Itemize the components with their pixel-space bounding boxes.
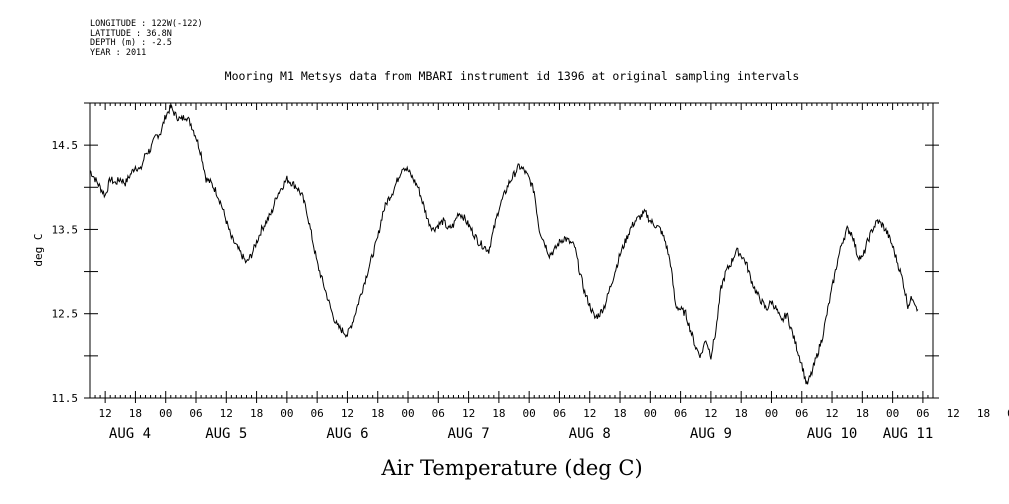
day-labels: AUG 4 AUG 5 AUG 6 AUG 7 AUG 8 AUG 9 AUG 10 AUG … (109, 426, 933, 442)
x-tick-label: 18 (613, 407, 626, 420)
x-tick-label: 18 (129, 407, 142, 420)
x-tick-label: 12 (583, 407, 596, 420)
x-tick-label: 18 (977, 407, 990, 420)
x-tick-label: 06 (916, 407, 929, 420)
x-day-label: AUG 6 (326, 426, 368, 442)
x-day-label: AUG 11 (883, 426, 934, 442)
x-tick-label: 12 (704, 407, 717, 420)
y-axis-label: deg C (32, 233, 45, 266)
x-tick-label: 18 (250, 407, 263, 420)
x-tick-label: 12 (99, 407, 112, 420)
depth-label: DEPTH (m) : -2.5 (90, 38, 172, 48)
x-tick-label: 12 (220, 407, 233, 420)
x-day-label: AUG 10 (807, 426, 858, 442)
longitude-label: LONGITUDE : 122W(-122) (90, 19, 203, 29)
x-tick-label: 00 (1007, 407, 1009, 420)
x-tick-label: 00 (886, 407, 899, 420)
x-day-label: AUG 8 (569, 426, 611, 442)
year-label: YEAR : 2011 (90, 47, 147, 58)
y-tick-label: 13.5 (52, 223, 79, 236)
x-tick-label: 06 (311, 407, 324, 420)
x-tick-label: 06 (432, 407, 445, 420)
x-axis-label: Air Temperature (deg C) (380, 456, 642, 480)
x-axis: 12 18 00 06 12 18 00 06 12 18 00 06 12 18 00 06 12 18 00 06… (89, 103, 1009, 420)
x-tick-label: 06 (553, 407, 566, 420)
x-tick-label: 00 (765, 407, 778, 420)
x-tick-label: 12 (341, 407, 354, 420)
x-day-label: AUG 5 (205, 426, 247, 442)
latitude-label: LATITUDE : 36.8N (90, 28, 172, 39)
y-axis: 11.5 12.5 13.5 14.5 (52, 102, 939, 405)
x-tick-label: 12 (462, 407, 475, 420)
chart-title: Mooring M1 Metsys data from MBARI instru… (225, 69, 800, 83)
station-metadata: LONGITUDE : 122W(-122) LATITUDE : 36.8N … (90, 19, 203, 58)
y-tick-label: 14.5 (52, 139, 79, 152)
x-tick-label: 00 (644, 407, 657, 420)
x-tick-label: 18 (492, 407, 505, 420)
x-day-label: AUG 4 (109, 426, 151, 442)
x-tick-label: 00 (280, 407, 293, 420)
x-tick-label: 12 (825, 407, 838, 420)
x-tick-label: 06 (674, 407, 687, 420)
x-tick-label: 18 (856, 407, 869, 420)
x-tick-label: 06 (189, 407, 202, 420)
series-line-air-temperature (89, 104, 919, 385)
plot-frame (89, 102, 934, 399)
x-tick-label: 00 (159, 407, 172, 420)
x-day-label: AUG 7 (448, 426, 490, 442)
y-tick-label: 12.5 (52, 308, 79, 321)
x-tick-label: 18 (735, 407, 748, 420)
x-tick-label: 06 (795, 407, 808, 420)
x-tick-label: 18 (371, 407, 384, 420)
y-tick-label: 11.5 (52, 392, 79, 405)
x-day-label: AUG 9 (690, 426, 732, 442)
x-tick-label: 00 (523, 407, 536, 420)
x-tick-label: 12 (947, 407, 960, 420)
x-tick-label: 00 (401, 407, 414, 420)
